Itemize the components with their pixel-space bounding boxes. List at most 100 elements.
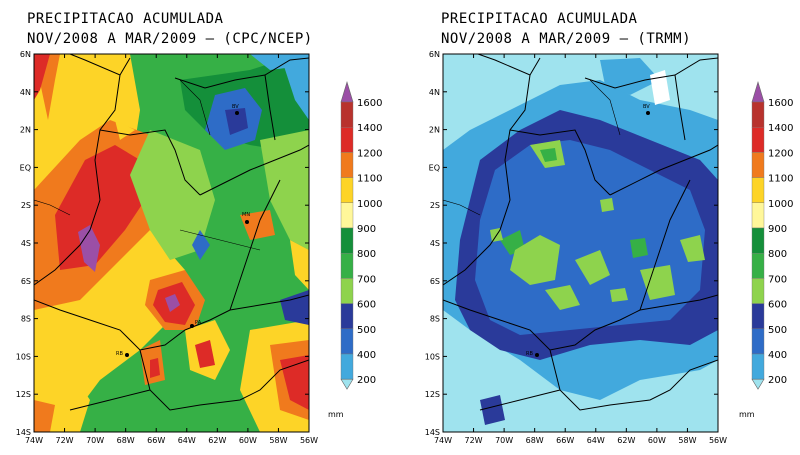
- cpc-colorbar-label: 1000: [357, 199, 382, 210]
- cpc-lat-label: 4N: [20, 88, 31, 97]
- trmm-lon-label: 62W: [617, 436, 635, 445]
- trmm-lat-label: 2N: [429, 126, 440, 135]
- cpc-colorbar-segment: [340, 278, 354, 304]
- trmm-lat-label: 4N: [429, 88, 440, 97]
- cpc-colorbar-segment: [340, 202, 354, 229]
- cpc-title-line2: NOV/2008 A MAR/2009 – (CPC/NCEP): [27, 31, 313, 47]
- trmm-lat-label: 14S: [425, 428, 440, 437]
- trmm-lat-label: 2S: [430, 201, 440, 210]
- cpc-colorbar-label: 1100: [357, 174, 382, 185]
- trmm-colorbar-label: 200: [768, 375, 787, 386]
- cpc-colorbar-label: 600: [357, 300, 376, 311]
- city-marker: [125, 353, 129, 357]
- trmm-colorbar-unit: mm: [739, 410, 755, 419]
- cpc-colorbar-segment: [340, 177, 354, 204]
- cpc-lat-label: 6S: [21, 277, 31, 286]
- city-marker: [235, 111, 239, 115]
- trmm-colorbar-segment: [751, 126, 765, 153]
- cpc-colorbar-bottom-triangle: [340, 378, 354, 390]
- cpc-colorbar: 1600 1400 1200 1100 1000 900 800 700 600 500 400 20…: [328, 80, 382, 419]
- cpc-lon-label: 74W: [25, 436, 43, 445]
- trmm-colorbar-segment: [751, 252, 765, 279]
- cpc-precipitation-map: [34, 54, 309, 432]
- cpc-colorbar-unit: mm: [328, 410, 344, 419]
- city-label: BV: [643, 104, 650, 110]
- trmm-lat-label: 4S: [430, 239, 440, 248]
- trmm-colorbar-label: 400: [768, 350, 787, 361]
- trmm-colorbar: 1600 1400 1200 1100 1000 900 800 700 600 500 400 20…: [739, 80, 793, 419]
- cpc-colorbar-segment: [340, 227, 354, 254]
- cpc-colorbar-label: 400: [357, 350, 376, 361]
- cpc-lon-label: 66W: [147, 436, 165, 445]
- trmm-colorbar-segment: [751, 303, 765, 330]
- cpc-lat-label: 10S: [16, 352, 31, 361]
- cpc-lat-label: 4S: [21, 239, 31, 248]
- cpc-colorbar-segment: [340, 328, 354, 355]
- cpc-colorbar-label: 1600: [357, 98, 382, 109]
- cpc-lat-label: 2N: [20, 126, 31, 135]
- trmm-lon-label: 58W: [678, 436, 696, 445]
- trmm-colorbar-segment: [751, 227, 765, 254]
- city-label: RB: [116, 351, 123, 357]
- cpc-lon-label: 60W: [239, 436, 257, 445]
- trmm-colorbar-label: 1100: [768, 174, 793, 185]
- trmm-colorbar-label: 900: [768, 224, 787, 235]
- trmm-lon-label: 72W: [465, 436, 483, 445]
- trmm-colorbar-segment: [751, 202, 765, 229]
- trmm-lat-label: 12S: [425, 390, 440, 399]
- trmm-lon-label: 70W: [495, 436, 513, 445]
- cpc-lon-label: 72W: [56, 436, 74, 445]
- city-label: PA: [195, 320, 202, 326]
- trmm-colorbar-label: 800: [768, 249, 787, 260]
- trmm-lon-label: 56W: [709, 436, 727, 445]
- trmm-colorbar-label: 600: [768, 300, 787, 311]
- cpc-lat-label: 6N: [20, 50, 31, 59]
- trmm-colorbar-bottom-triangle: [751, 378, 765, 390]
- trmm-lat-label: EQ: [429, 163, 440, 172]
- trmm-colorbar-label: 1200: [768, 148, 793, 159]
- cpc-lon-label: 64W: [178, 436, 196, 445]
- cpc-colorbar-segment: [340, 152, 354, 178]
- cpc-lat-label: 14S: [16, 428, 31, 437]
- city-marker: [245, 220, 249, 224]
- trmm-title-line2: NOV/2008 A MAR/2009 – (TRMM): [441, 31, 692, 47]
- cpc-lat-label: EQ: [20, 163, 31, 172]
- city-marker: [190, 324, 194, 328]
- trmm-lon-label: 64W: [587, 436, 605, 445]
- trmm-colorbar-segment: [751, 152, 765, 178]
- trmm-lat-label: 6N: [429, 50, 440, 59]
- trmm-precipitation-map: [443, 54, 718, 432]
- cpc-colorbar-label: 1200: [357, 148, 382, 159]
- city-marker: [535, 353, 539, 357]
- trmm-lon-label: 60W: [648, 436, 666, 445]
- city-label: RB: [526, 351, 533, 357]
- trmm-colorbar-segment: [751, 328, 765, 355]
- trmm-lat-label: 8S: [430, 315, 440, 324]
- trmm-colorbar-segment: [751, 101, 765, 128]
- trmm-colorbar-segment: [751, 278, 765, 304]
- cpc-colorbar-label: 500: [357, 325, 376, 336]
- trmm-colorbar-label: 1600: [768, 98, 793, 109]
- cpc-lat-label: 12S: [16, 390, 31, 399]
- cpc-title-line1: PRECIPITACAO ACUMULADA: [27, 11, 224, 27]
- trmm-lat-label: 10S: [425, 352, 440, 361]
- trmm-city-markers: BV RB: [526, 104, 650, 357]
- cpc-colorbar-segment: [340, 101, 354, 128]
- trmm-lon-label: 74W: [434, 436, 452, 445]
- cpc-colorbar-segment: [340, 303, 354, 330]
- trmm-lon-label: 66W: [556, 436, 574, 445]
- cpc-lon-label: 70W: [86, 436, 104, 445]
- cpc-colorbar-segment: [340, 353, 354, 380]
- trmm-colorbar-label: 700: [768, 274, 787, 285]
- city-label: MN: [242, 212, 250, 218]
- trmm-colorbar-segment: [751, 177, 765, 204]
- cpc-colorbar-segment: [340, 252, 354, 279]
- cpc-lon-label: 58W: [269, 436, 287, 445]
- trmm-colorbar-label: 1000: [768, 199, 793, 210]
- trmm-colorbar-segment: [751, 353, 765, 380]
- trmm-title-line1: PRECIPITACAO ACUMULADA: [441, 11, 638, 27]
- cpc-lat-label: 8S: [21, 315, 31, 324]
